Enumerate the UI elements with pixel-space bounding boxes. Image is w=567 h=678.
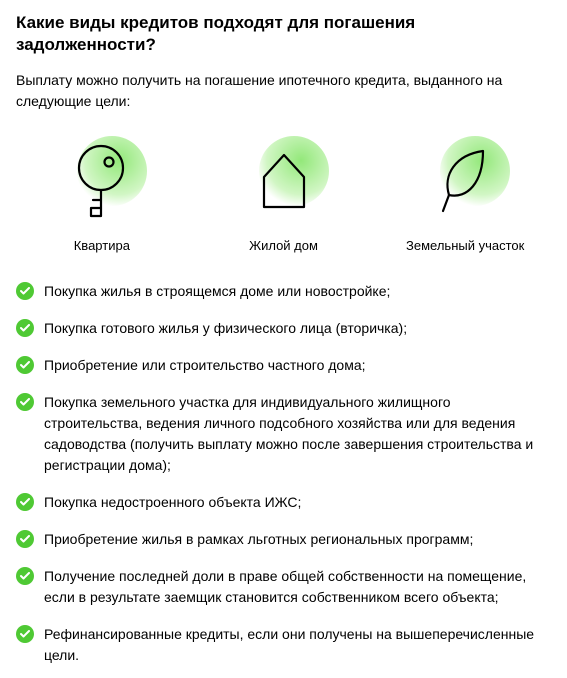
list-item: Покупка земельного участка для индивидуа…	[16, 392, 551, 476]
list-item: Приобретение жилья в рамках льготных рег…	[16, 529, 551, 550]
icons-row: Квартира Жилой дом Земельный участок	[16, 136, 551, 253]
icon-item-house: Жилой дом	[198, 136, 370, 253]
bullet-text: Приобретение жилья в рамках льготных рег…	[44, 529, 473, 550]
list-item: Приобретение или строительство частного …	[16, 355, 551, 376]
check-icon	[16, 625, 34, 643]
list-item: Покупка готового жилья у физического лиц…	[16, 318, 551, 339]
bullet-text: Покупка готового жилья у физического лиц…	[44, 318, 407, 339]
check-icon	[16, 282, 34, 300]
page-title: Какие виды кредитов подходят для погашен…	[16, 12, 551, 56]
list-item: Покупка жилья в строящемся доме или ново…	[16, 281, 551, 302]
key-icon	[71, 142, 133, 220]
bullet-text: Рефинансированные кредиты, если они полу…	[44, 624, 551, 666]
house-icon	[254, 147, 314, 215]
icon-wrap	[57, 136, 147, 226]
icon-wrap	[420, 136, 510, 226]
bullet-text: Покупка жилья в строящемся доме или ново…	[44, 281, 390, 302]
list-item: Покупка недостроенного объекта ИЖС;	[16, 492, 551, 513]
check-icon	[16, 567, 34, 585]
check-icon	[16, 319, 34, 337]
icon-label: Земельный участок	[406, 238, 524, 253]
leaf-icon	[435, 145, 495, 217]
bullet-text: Покупка земельного участка для индивидуа…	[44, 392, 551, 476]
list-item: Получение последней доли в праве общей с…	[16, 566, 551, 608]
check-icon	[16, 493, 34, 511]
check-icon	[16, 530, 34, 548]
bullet-list: Покупка жилья в строящемся доме или ново…	[16, 281, 551, 666]
bullet-text: Получение последней доли в праве общей с…	[44, 566, 551, 608]
icon-wrap	[239, 136, 329, 226]
intro-text: Выплату можно получить на погашение ипот…	[16, 70, 551, 112]
icon-label: Жилой дом	[249, 238, 318, 253]
check-icon	[16, 356, 34, 374]
bullet-text: Покупка недостроенного объекта ИЖС;	[44, 492, 301, 513]
check-icon	[16, 393, 34, 411]
icon-item-apartment: Квартира	[16, 136, 188, 253]
bullet-text: Приобретение или строительство частного …	[44, 355, 366, 376]
list-item: Рефинансированные кредиты, если они полу…	[16, 624, 551, 666]
icon-label: Квартира	[74, 238, 130, 253]
icon-item-land: Земельный участок	[379, 136, 551, 253]
